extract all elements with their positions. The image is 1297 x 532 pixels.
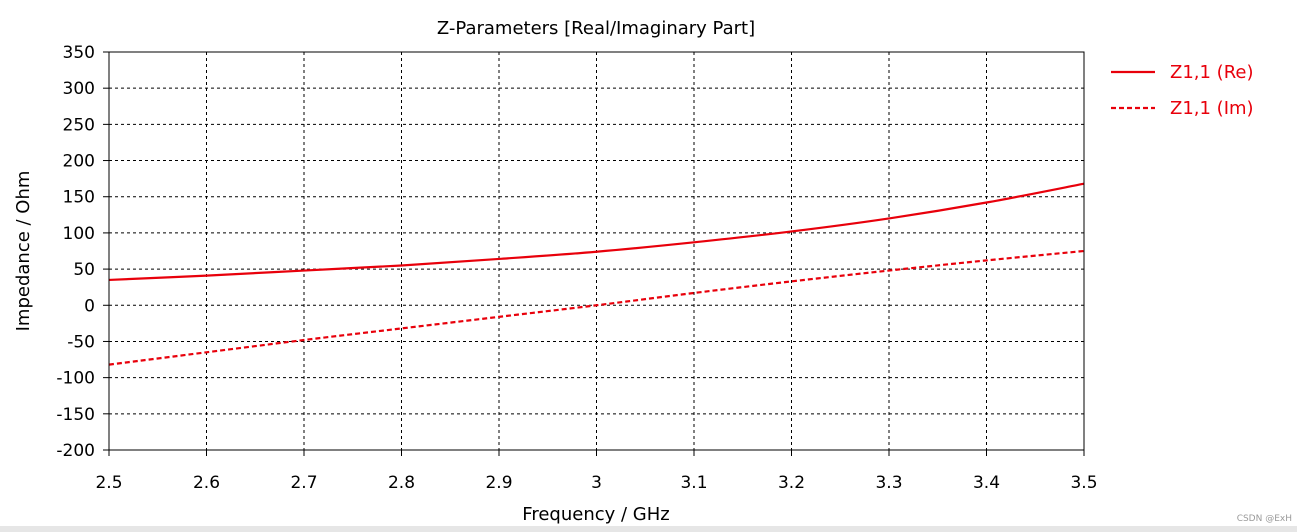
y-axis-label: Impedance / Ohm: [13, 171, 34, 332]
y-tick-label: 0: [84, 296, 95, 316]
y-tick-label: 100: [63, 224, 95, 244]
x-tick-label: 3.1: [680, 473, 707, 493]
legend-entry-label: Z1,1 (Re): [1170, 62, 1254, 83]
x-tick-label: 3.5: [1070, 473, 1097, 493]
series-line-real: [108, 182, 1085, 282]
y-tick-label: 250: [63, 115, 95, 135]
y-tick-label: -200: [56, 441, 95, 461]
y-tick-label: -100: [56, 369, 95, 389]
x-tick-label: 3: [591, 473, 602, 493]
x-tick-label: 3.4: [973, 473, 1000, 493]
bottom-scroll-strip: [0, 526, 1297, 532]
y-tick-label: 50: [73, 260, 95, 280]
y-tick-label: 300: [63, 79, 95, 99]
x-axis-label: Frequency / GHz: [522, 504, 669, 525]
legend-entry-label: Z1,1 (Im): [1170, 98, 1254, 119]
legend: Z1,1 (Re) Z1,1 (Im): [1111, 62, 1254, 119]
plot-frame: [108, 51, 1085, 451]
x-tick-label: 2.6: [193, 473, 220, 493]
plot-series: [108, 182, 1085, 366]
x-tick-label: 2.5: [95, 473, 122, 493]
watermark: CSDN @ExH: [1237, 514, 1292, 524]
x-tick-labels: 2.5 2.6 2.7 2.8 2.9 3 3.1 3.2 3.3 3.4 3.5: [95, 450, 1098, 493]
y-tick-label: -50: [67, 332, 95, 352]
x-tick-label: 3.3: [875, 473, 902, 493]
x-tick-label: 2.8: [388, 473, 415, 493]
series-line-imaginary: [108, 249, 1085, 366]
x-tick-label: 2.7: [290, 473, 317, 493]
y-tick-label: 200: [63, 152, 95, 172]
x-tick-label: 3.2: [778, 473, 805, 493]
y-tick-label: -150: [56, 405, 95, 425]
x-tick-label: 2.9: [485, 473, 512, 493]
y-tick-label: 350: [63, 43, 95, 63]
chart-title: Z-Parameters [Real/Imaginary Part]: [437, 18, 755, 39]
y-tick-labels: 350 300 250 200 150 100 50 0 -50 -100 -150 -200: [56, 43, 109, 461]
y-tick-label: 150: [63, 188, 95, 208]
